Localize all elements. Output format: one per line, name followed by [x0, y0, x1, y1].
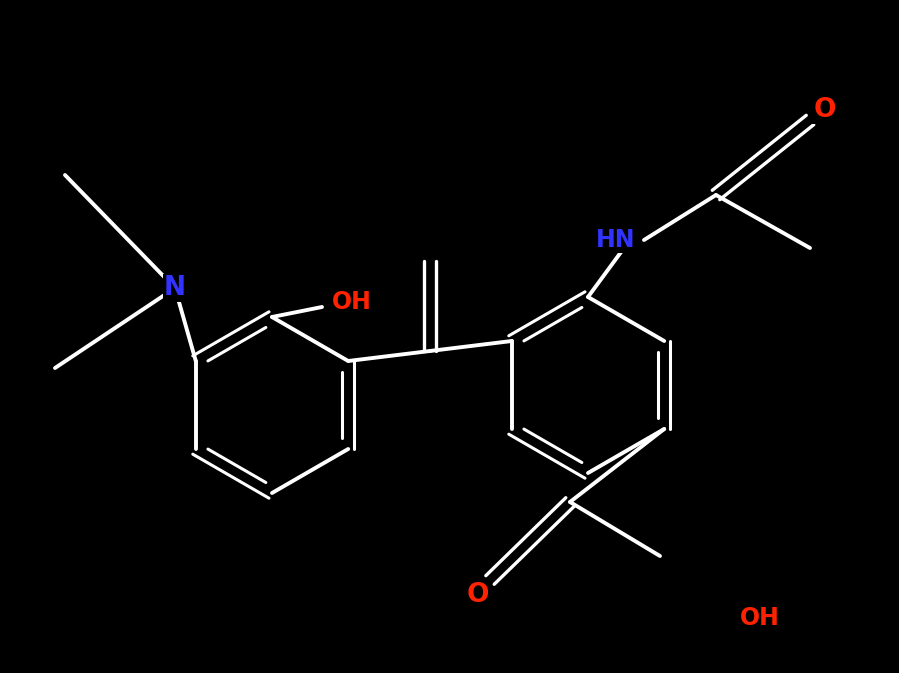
Text: N: N	[164, 275, 186, 301]
Text: OH: OH	[740, 606, 780, 630]
Text: O: O	[814, 97, 836, 123]
Text: HN: HN	[596, 228, 636, 252]
Text: OH: OH	[332, 290, 372, 314]
Text: O: O	[467, 582, 489, 608]
